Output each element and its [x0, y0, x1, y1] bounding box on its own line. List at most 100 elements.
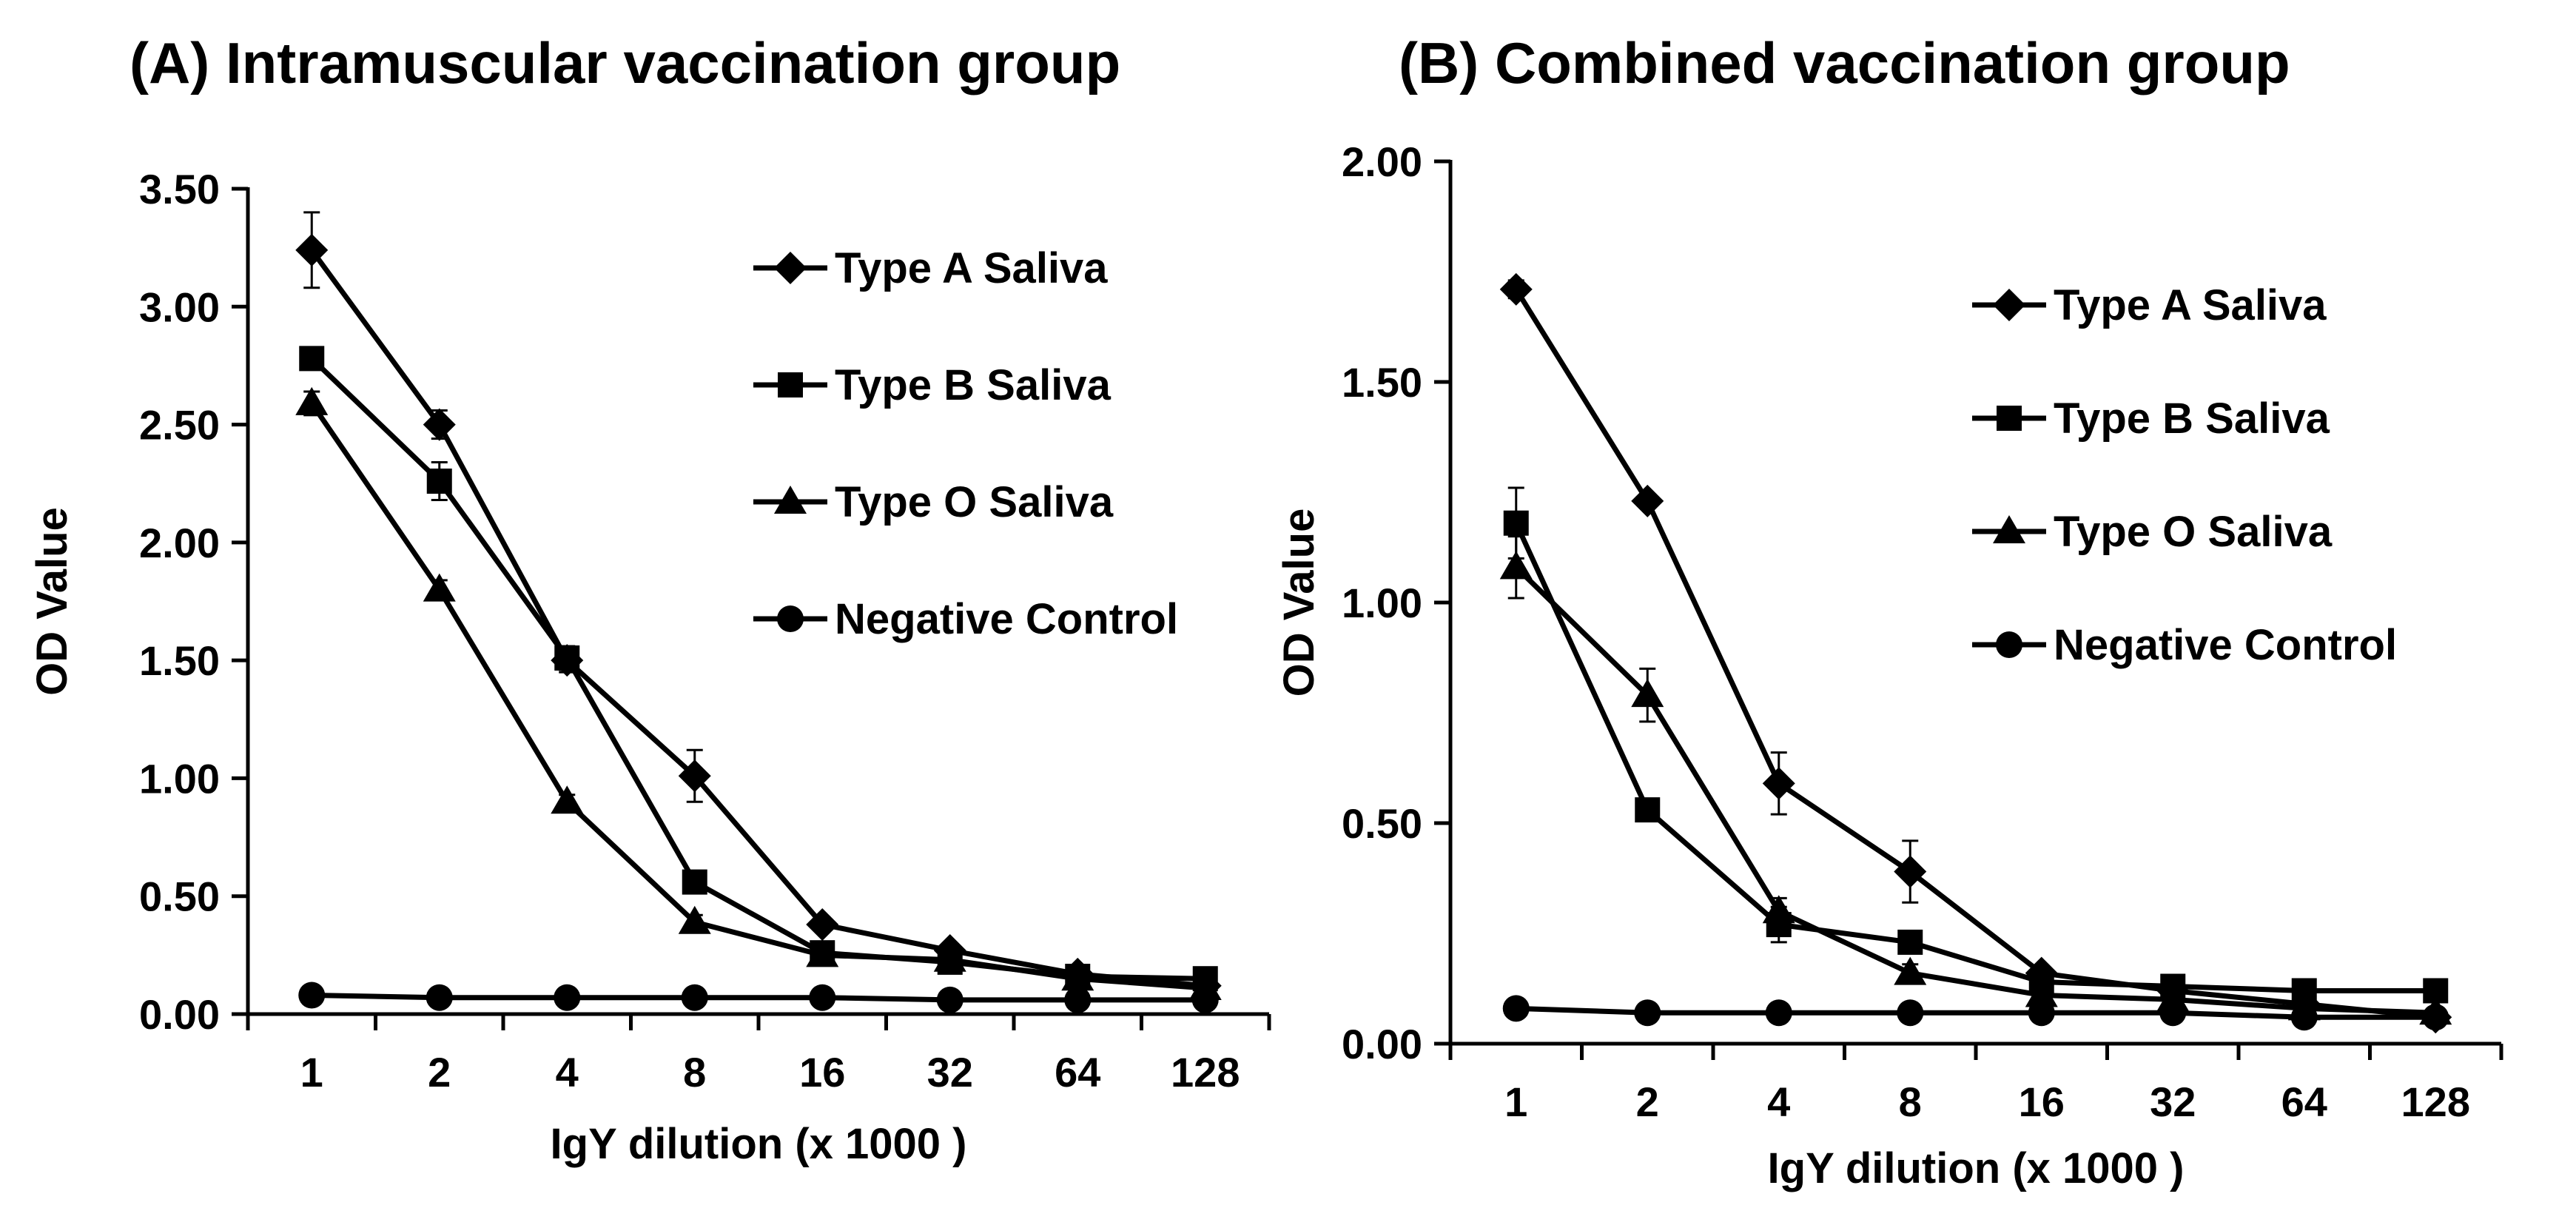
panel-a-data-point [295, 233, 329, 266]
panel-b-y-tick-label: 0.00 [1342, 1021, 1422, 1067]
panel-a-data-point [806, 939, 839, 967]
panel-a-legend-label: Type A Saliva [835, 244, 1108, 292]
panel-a-data-point [1061, 962, 1094, 991]
panel-b-data-point [2025, 979, 2058, 1007]
panel-b-legend-marker [1993, 515, 2025, 543]
panel-a-x-tick-label: 2 [428, 1049, 451, 1096]
panel-a-legend-label: Negative Control [835, 595, 1178, 643]
panel-b-legend-item: Type A Saliva [1972, 281, 2327, 329]
panel-a-series-line [309, 248, 1206, 989]
panel-b-data-point [2422, 1004, 2449, 1031]
panel-b-legend-label: Negative Control [2054, 621, 2397, 669]
panel-a-x-tick-label: 32 [927, 1049, 973, 1096]
panel-b-data-point [1499, 551, 1533, 580]
panel-a-y-tick-label: 2.50 [139, 402, 220, 449]
panel-b-legend-label: Type B Saliva [2054, 395, 2330, 443]
panel-b-data-point [1897, 929, 1923, 955]
panel-b-data-point [1894, 855, 1927, 888]
panel-a-data-point [426, 469, 452, 494]
panel-b-series-line [1513, 287, 2436, 1020]
panel-a-data-point [681, 984, 708, 1011]
panel-a-legend-marker [777, 605, 804, 632]
panel-b-legend-item: Negative Control [1972, 621, 2397, 669]
panel-a-x-tick-label: 128 [1171, 1049, 1240, 1096]
panel-b-y-tick-label: 2.00 [1342, 138, 1422, 185]
panel-a-y-axis-label: OD Value [28, 507, 76, 696]
panel-a-series-triangle [295, 386, 1222, 1000]
panel-b-data-point [1762, 895, 1795, 924]
panel-b-data-point [1503, 510, 1529, 536]
panel-b-x-tick-label: 4 [1767, 1078, 1790, 1125]
panel-a-legend-marker [778, 372, 803, 397]
panel-b-x-tick-label: 64 [2281, 1078, 2327, 1125]
panel-a-data-point [1191, 986, 1219, 1013]
panel-b-y-tick-label: 0.50 [1342, 800, 1422, 847]
panel-b-data-point [2028, 999, 2055, 1027]
panel-a-data-point [298, 982, 326, 1009]
panel-b-data-point [1499, 272, 1533, 306]
panel-b-x-tick-label: 8 [1899, 1078, 1922, 1125]
panel-a-y-tick-label: 3.00 [139, 283, 220, 330]
panel-a-y-tick-label: 0.50 [139, 873, 220, 920]
panel-a: (A) Intramuscular vaccination group 0.00 0… [28, 30, 1271, 1168]
panel-b-data-point [1894, 956, 1927, 985]
panel-a-data-point [554, 645, 580, 671]
panel-b-x-tick-label: 32 [2150, 1078, 2196, 1125]
panel-b-y-tick-label: 1.50 [1342, 359, 1422, 406]
panel-b-x-tick-label: 2 [1636, 1078, 1659, 1125]
panel-a-y-tick-label: 3.50 [139, 166, 220, 212]
panel-b-data-point [1635, 797, 1661, 823]
panel-a-data-point [295, 386, 329, 415]
panel-b-data-point [2290, 1004, 2318, 1031]
panel-b-legend-item: Type O Saliva [1972, 508, 2333, 556]
panel-a-data-point [1064, 986, 1092, 1013]
panel-b-data-point [1897, 999, 1924, 1027]
panel-a-legend-item: Negative Control [753, 595, 1178, 643]
panel-b-data-point [2159, 999, 2187, 1027]
panel-a-legend-marker [774, 252, 807, 284]
panel-a-x-tick-label: 1 [300, 1049, 323, 1096]
panel-a-series-circle [298, 982, 1219, 1013]
panel-b-data-point [1631, 484, 1664, 517]
panel-a-data-point [423, 408, 456, 441]
panel-a-data-point [682, 869, 707, 895]
panel-b-data-point [1634, 999, 1661, 1027]
panel-b: (B) Combined vaccination group 0.00 0.50 1.… [1275, 30, 2503, 1192]
panel-a-y-tick-label: 2.00 [139, 520, 220, 566]
panel-b-series-line [1514, 565, 2436, 1016]
panel-b-x-tick-label: 16 [2019, 1078, 2065, 1125]
panel-a-data-point [551, 785, 584, 814]
panel-b-legend-label: Type O Saliva [2054, 508, 2333, 556]
panel-b-legend-marker [1993, 289, 2025, 321]
panel-b-series-line [1516, 1005, 2436, 1020]
panel-b-x-tick-label: 1 [1504, 1078, 1527, 1125]
panel-b-x-tick-label: 128 [2401, 1078, 2470, 1125]
panel-a-series-line [312, 993, 1205, 1003]
panel-b-y-axis-label: OD Value [1275, 509, 1323, 697]
panel-a-legend-item: Type O Saliva [753, 478, 1114, 526]
panel-b-y-tick-label: 1.00 [1342, 580, 1422, 626]
panel-a-y-tick-label: 0.00 [139, 991, 220, 1038]
panel-b-data-point [1631, 679, 1664, 708]
panel-b-legend-item: Type B Saliva [1972, 395, 2330, 443]
panel-a-legend-item: Type B Saliva [753, 361, 1112, 409]
panel-a-data-point [423, 573, 456, 602]
panel-b-data-point [1502, 995, 1530, 1022]
panel-b-series-circle [1502, 995, 2449, 1031]
panel-a-x-tick-label: 4 [556, 1049, 579, 1096]
panel-a-title: (A) Intramuscular vaccination group [130, 30, 1120, 95]
panel-b-x-axis-label: IgY dilution (x 1000 ) [1768, 1144, 2185, 1192]
panel-b-legend-label: Type A Saliva [2054, 281, 2327, 329]
panel-b-data-point [1765, 999, 1792, 1027]
panel-a-y-tick-label: 1.00 [139, 755, 220, 802]
panel-a-data-point [678, 759, 711, 793]
panel-a-data-point [933, 943, 966, 972]
panel-b-legend-marker [1996, 631, 2022, 658]
panel-a-legend-label: Type O Saliva [835, 478, 1114, 526]
panel-a-x-tick-label: 16 [799, 1049, 845, 1096]
panel-b-legend-marker [1997, 406, 2022, 431]
panel-a-data-point [554, 984, 581, 1011]
panel-a-legend-marker [774, 486, 807, 514]
